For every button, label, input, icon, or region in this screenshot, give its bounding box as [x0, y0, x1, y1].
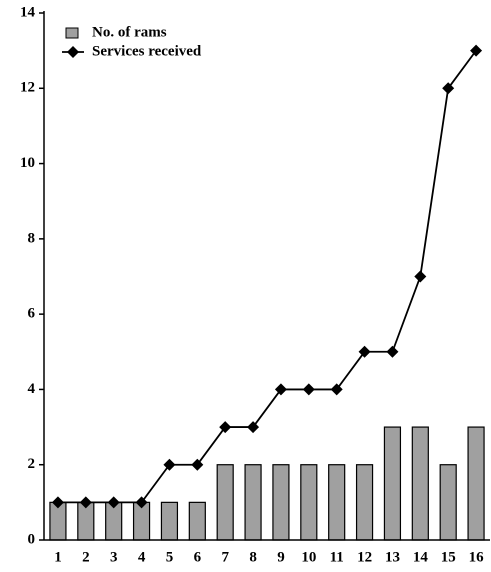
x-tick-label: 1	[54, 549, 62, 565]
marker	[274, 383, 287, 396]
marker	[358, 345, 371, 358]
legend-label: No. of rams	[92, 24, 167, 40]
legend-swatch	[65, 27, 79, 39]
x-tick-label: 15	[441, 549, 456, 565]
legend-label: Services received	[92, 43, 202, 59]
y-tick-label: 12	[20, 80, 35, 96]
legend-swatch	[67, 46, 79, 58]
bar	[383, 426, 402, 541]
x-tick-label: 4	[138, 549, 146, 565]
bar	[272, 464, 290, 541]
marker	[163, 458, 176, 471]
x-tick-label: 2	[82, 549, 90, 565]
bar	[244, 464, 262, 541]
x-tick-label: 9	[277, 549, 285, 565]
x-tick-label: 12	[357, 549, 372, 565]
x-tick-label: 10	[301, 549, 316, 565]
y-tick-label: 4	[28, 381, 36, 397]
x-tick-label: 7	[221, 549, 229, 565]
marker	[442, 82, 455, 95]
bar	[439, 464, 457, 541]
marker	[302, 383, 315, 396]
marker	[330, 383, 343, 396]
line	[57, 50, 477, 504]
marker	[107, 496, 120, 509]
x-tick-label: 6	[194, 549, 202, 565]
y-tick-label: 8	[28, 230, 36, 246]
marker	[135, 496, 148, 509]
y-tick-label: 14	[20, 4, 36, 20]
x-tick-label: 14	[413, 549, 429, 565]
marker	[219, 421, 232, 434]
marker	[414, 270, 427, 283]
x-tick-label: 5	[166, 549, 174, 565]
x-tick-label: 8	[249, 549, 257, 565]
x-tick-label: 13	[385, 549, 400, 565]
marker	[386, 345, 399, 358]
x-tick-label: 11	[330, 549, 344, 565]
bar	[216, 464, 234, 541]
bar	[467, 426, 485, 541]
bar	[355, 464, 374, 541]
y-tick-label: 6	[28, 306, 36, 322]
marker	[79, 496, 92, 509]
marker	[191, 458, 204, 471]
x-tick-label: 3	[110, 549, 118, 565]
bar	[300, 464, 318, 541]
y-tick-label: 0	[28, 531, 36, 547]
marker	[247, 421, 260, 434]
bar	[411, 426, 429, 541]
x-tick-label: 16	[469, 549, 485, 565]
y-tick-label: 2	[28, 456, 36, 472]
marker	[51, 496, 64, 509]
bar	[160, 501, 179, 541]
y-tick-label: 10	[20, 155, 35, 171]
bar	[328, 464, 346, 541]
marker	[470, 44, 483, 57]
bar	[188, 501, 206, 541]
